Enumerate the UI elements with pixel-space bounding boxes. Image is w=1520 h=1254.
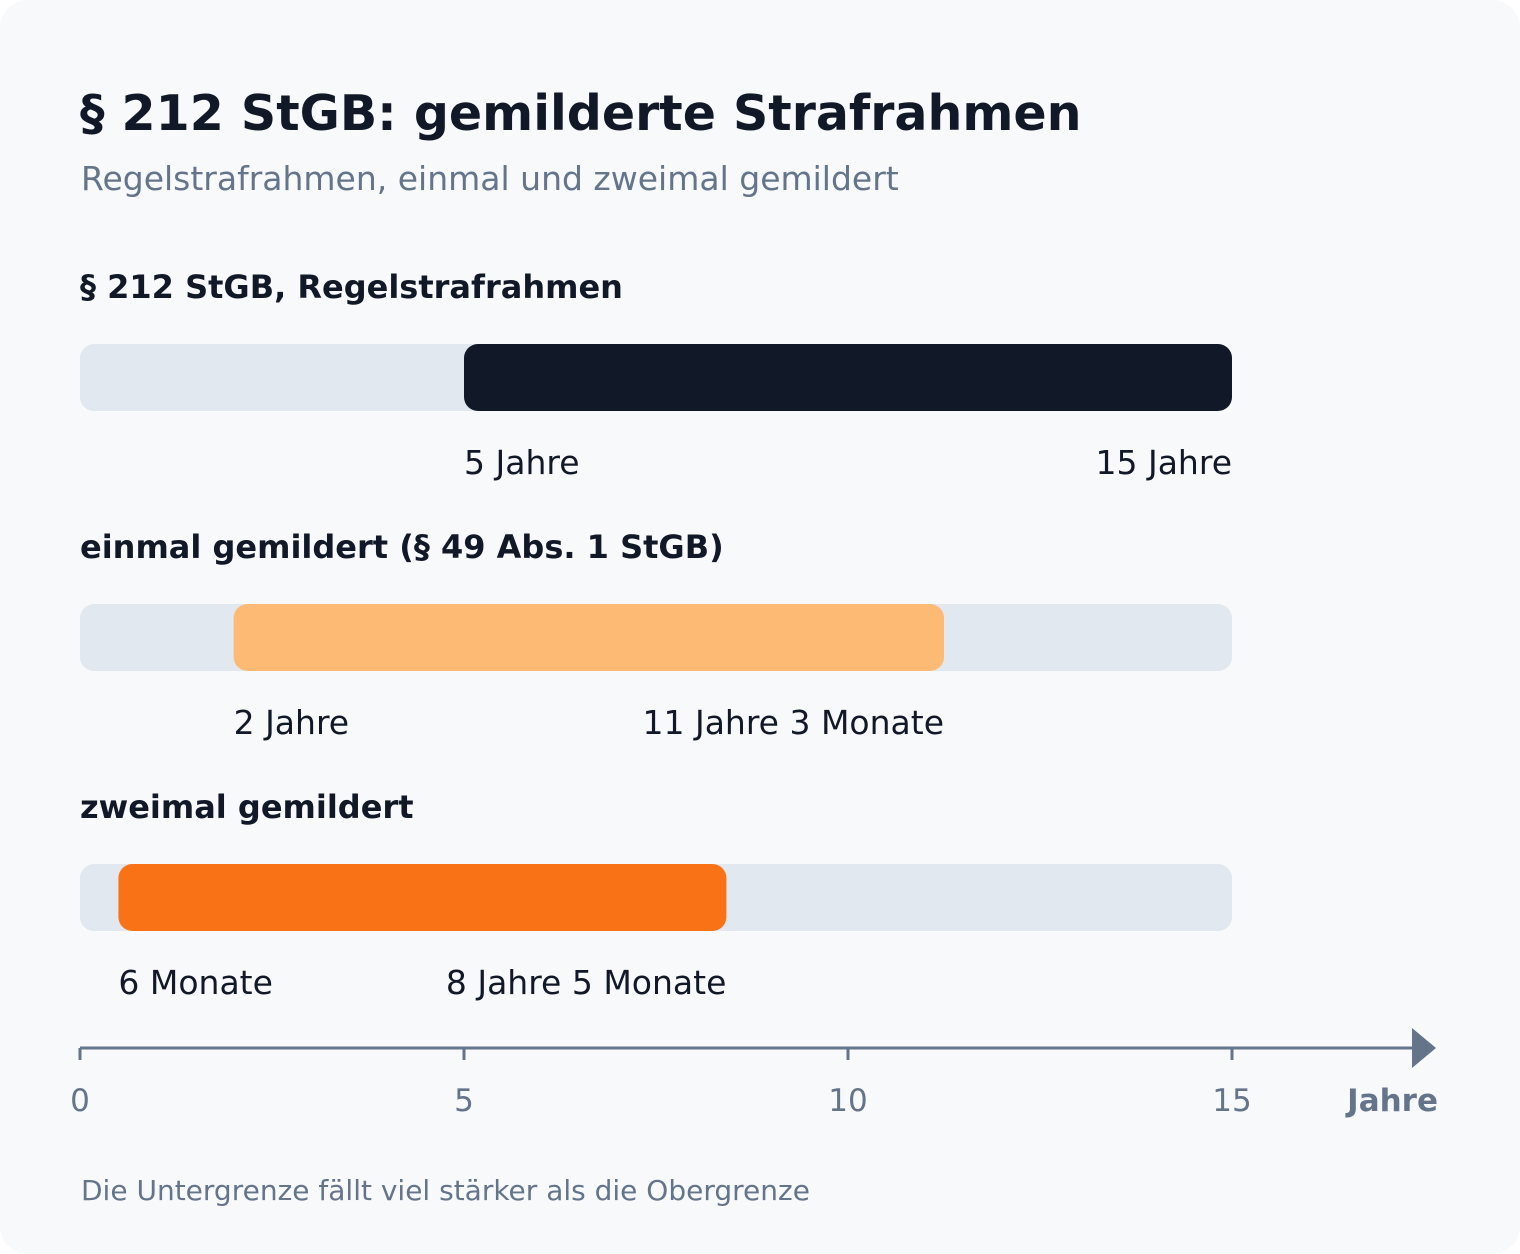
range-min-label: 6 Monate xyxy=(118,963,273,1002)
axis-arrow-icon xyxy=(1412,1028,1436,1068)
range-min-label: 2 Jahre xyxy=(234,703,350,742)
chart-row: § 212 StGB, Regelstrafrahmen 5 Jahre 15 Ja… xyxy=(80,268,1232,482)
chart-subtitle: Regelstrafrahmen, einmal und zweimal gem… xyxy=(81,159,899,198)
axis-tick-label: 15 xyxy=(1212,1083,1251,1119)
chart-row: einmal gemildert (§ 49 Abs. 1 StGB) 2 Jah… xyxy=(80,528,1232,742)
range-bar xyxy=(118,864,727,931)
chart-row: zweimal gemildert 6 Monate 8 Jahre 5 Monat… xyxy=(80,788,1232,1002)
row-label: einmal gemildert (§ 49 Abs. 1 StGB) xyxy=(80,528,724,566)
range-max-label: 15 Jahre xyxy=(1096,443,1233,482)
x-axis: 0 5 10 15 Jahre xyxy=(70,1028,1438,1119)
range-bar xyxy=(464,344,1232,411)
range-bar xyxy=(233,604,945,671)
axis-tick-label: 0 xyxy=(70,1083,90,1119)
axis-tick-label: 10 xyxy=(828,1083,867,1119)
range-min-label: 5 Jahre xyxy=(464,443,580,482)
chart-footnote: Die Untergrenze fällt viel stärker als d… xyxy=(81,1174,810,1207)
range-max-label: 11 Jahre 3 Monate xyxy=(642,703,944,742)
row-label: § 212 StGB, Regelstrafrahmen xyxy=(80,268,623,306)
axis-tick-label: 5 xyxy=(454,1083,474,1119)
chart-rows: § 212 StGB, Regelstrafrahmen 5 Jahre 15 Ja… xyxy=(80,268,1232,1002)
axis-unit-label: Jahre xyxy=(1345,1083,1438,1119)
chart-title: § 212 StGB: gemilderte Strafrahmen xyxy=(80,85,1082,142)
row-label: zweimal gemildert xyxy=(80,788,413,826)
range-max-label: 8 Jahre 5 Monate xyxy=(446,963,727,1002)
